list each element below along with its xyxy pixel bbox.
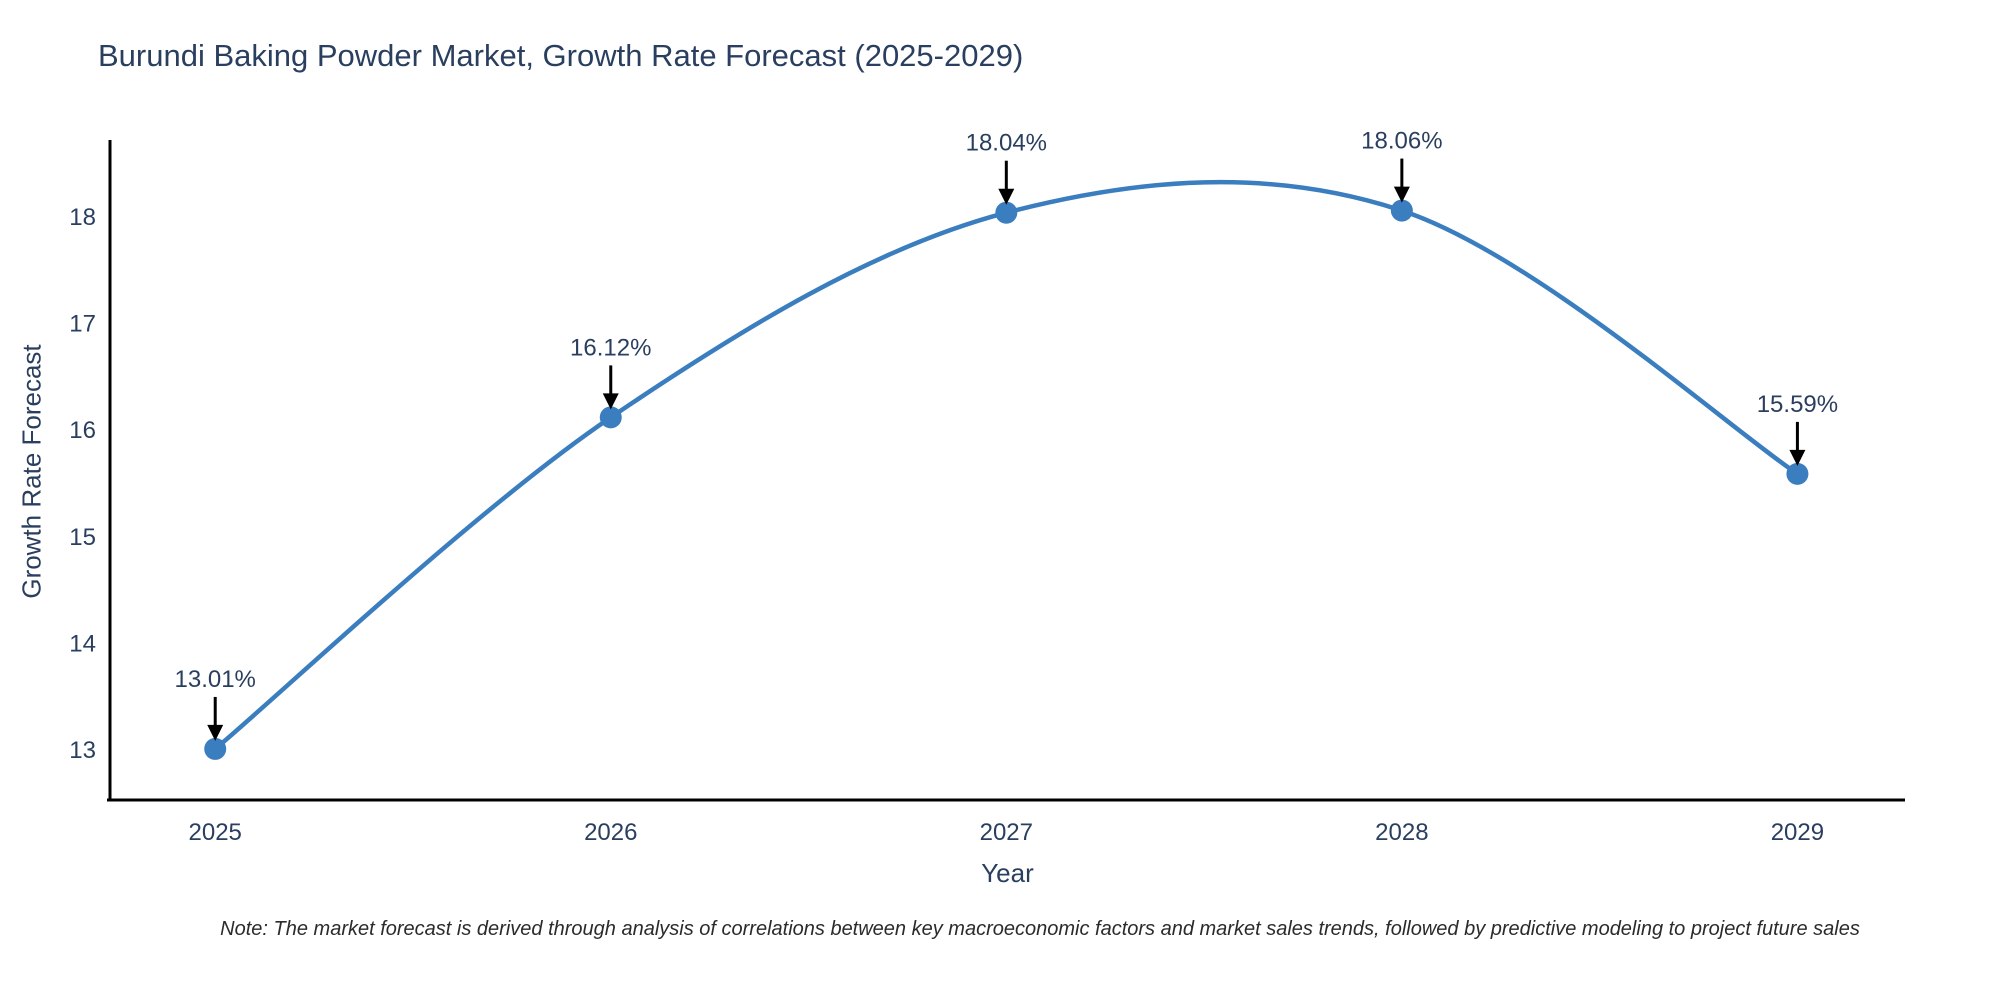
y-axis-title: Growth Rate Forecast — [16, 344, 47, 599]
data-point-label: 13.01% — [175, 666, 256, 693]
data-point-marker — [995, 201, 1018, 224]
x-tick-label: 2029 — [1771, 819, 1824, 846]
data-point-label: 18.06% — [1361, 128, 1442, 155]
x-tick-label: 2027 — [980, 819, 1033, 846]
x-tick-label: 2026 — [584, 819, 637, 846]
forecast-line — [212, 179, 1800, 752]
x-axis-title: Year — [981, 858, 1034, 888]
annotation-arrowhead — [602, 393, 619, 410]
chart-footnote: Note: The market forecast is derived thr… — [220, 918, 1860, 940]
data-point-marker — [1390, 199, 1413, 222]
annotation-arrowhead — [1789, 449, 1806, 466]
y-tick-label: 17 — [69, 311, 96, 338]
x-tick-label: 2025 — [189, 819, 242, 846]
annotation-arrowhead — [207, 724, 224, 741]
annotation-arrowhead — [998, 188, 1015, 205]
data-point-marker — [599, 406, 622, 429]
data-point-marker — [1786, 462, 1809, 485]
data-point-label: 18.04% — [966, 130, 1047, 157]
y-tick-label: 18 — [69, 204, 96, 231]
chart-title: Burundi Baking Powder Market, Growth Rat… — [98, 38, 1024, 73]
data-point-label: 15.59% — [1757, 391, 1838, 418]
annotation-arrowhead — [1393, 186, 1410, 203]
data-point-label: 16.12% — [570, 334, 651, 361]
y-tick-label: 14 — [69, 630, 96, 657]
data-point-marker — [204, 737, 227, 760]
y-tick-label: 15 — [69, 524, 96, 551]
y-tick-label: 16 — [69, 417, 96, 444]
y-tick-label: 13 — [69, 737, 96, 764]
x-tick-label: 2028 — [1375, 819, 1428, 846]
